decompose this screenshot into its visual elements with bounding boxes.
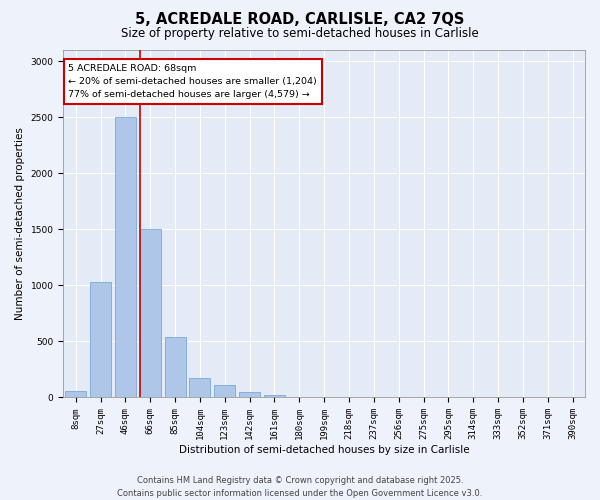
Bar bbox=[190, 378, 211, 398]
Text: 5, ACREDALE ROAD, CARLISLE, CA2 7QS: 5, ACREDALE ROAD, CARLISLE, CA2 7QS bbox=[136, 12, 464, 28]
Y-axis label: Number of semi-detached properties: Number of semi-detached properties bbox=[15, 128, 25, 320]
X-axis label: Distribution of semi-detached houses by size in Carlisle: Distribution of semi-detached houses by … bbox=[179, 445, 469, 455]
Bar bbox=[239, 392, 260, 398]
Bar bbox=[289, 397, 310, 398]
Bar bbox=[164, 337, 185, 398]
Text: Contains HM Land Registry data © Crown copyright and database right 2025.
Contai: Contains HM Land Registry data © Crown c… bbox=[118, 476, 482, 498]
Bar bbox=[140, 230, 161, 398]
Text: 5 ACREDALE ROAD: 68sqm
← 20% of semi-detached houses are smaller (1,204)
77% of : 5 ACREDALE ROAD: 68sqm ← 20% of semi-det… bbox=[68, 64, 317, 100]
Text: Size of property relative to semi-detached houses in Carlisle: Size of property relative to semi-detach… bbox=[121, 28, 479, 40]
Bar bbox=[90, 282, 111, 398]
Bar bbox=[214, 384, 235, 398]
Bar bbox=[264, 395, 285, 398]
Bar bbox=[115, 118, 136, 398]
Bar bbox=[65, 390, 86, 398]
